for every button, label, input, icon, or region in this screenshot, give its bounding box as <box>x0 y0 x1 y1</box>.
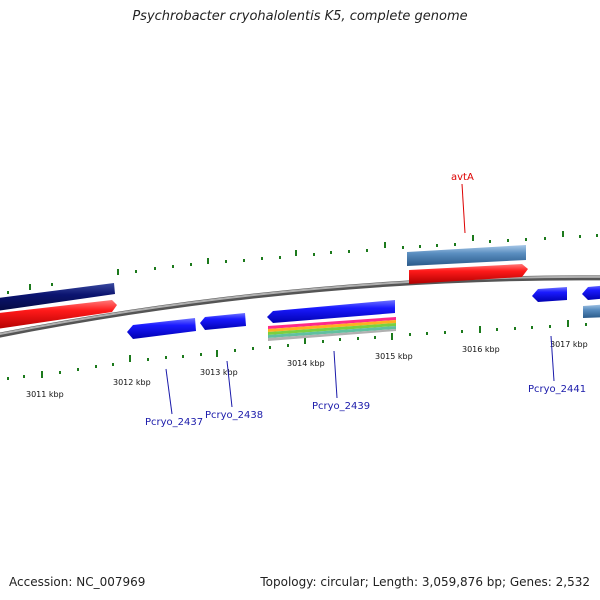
gene-feature[interactable] <box>0 300 117 330</box>
gene-feature[interactable] <box>409 264 528 284</box>
gene-label-pcryo-2439[interactable]: Pcryo_2439 <box>312 401 370 412</box>
gene-label-pcryo-2437[interactable]: Pcryo_2437 <box>145 417 203 428</box>
scale-label: 3012 kbp <box>113 378 151 387</box>
feature-band <box>268 317 396 341</box>
gene-label-pcryo-2441[interactable]: Pcryo_2441 <box>528 384 586 395</box>
outer-tick-ring <box>7 231 598 294</box>
genome-backbone-highlight <box>0 275 600 336</box>
label-leader-line <box>165 368 173 415</box>
gene-feature[interactable] <box>532 287 567 302</box>
label-leader-line <box>550 335 555 382</box>
gene-feature[interactable] <box>407 245 526 266</box>
scale-label: 3017 kbp <box>550 340 588 349</box>
gene-feature[interactable] <box>267 300 395 323</box>
gene-feature[interactable] <box>200 313 246 330</box>
label-leader-line <box>333 350 338 399</box>
gene-label-avtA[interactable]: avtA <box>451 172 474 183</box>
label-leader-line <box>461 183 466 234</box>
genome-title: Psychrobacter cryohalolentis K5, complet… <box>132 9 468 24</box>
scale-label: 3016 kbp <box>462 345 500 354</box>
topology-label: Topology: circular; Length: 3,059,876 bp… <box>260 575 590 589</box>
gene-feature[interactable] <box>582 285 600 300</box>
gene-feature[interactable] <box>127 318 196 339</box>
gene-feature[interactable] <box>583 304 600 318</box>
scale-label: 3011 kbp <box>26 390 64 399</box>
scale-label: 3015 kbp <box>375 352 413 361</box>
scale-label: 3013 kbp <box>200 368 238 377</box>
accession-label: Accession: NC_007969 <box>9 575 146 589</box>
inner-tick-ring <box>7 320 587 380</box>
scale-label: 3014 kbp <box>287 359 325 368</box>
gene-label-pcryo-2438[interactable]: Pcryo_2438 <box>205 410 263 421</box>
gene-feature[interactable] <box>0 283 115 312</box>
label-leader-line <box>226 360 233 408</box>
